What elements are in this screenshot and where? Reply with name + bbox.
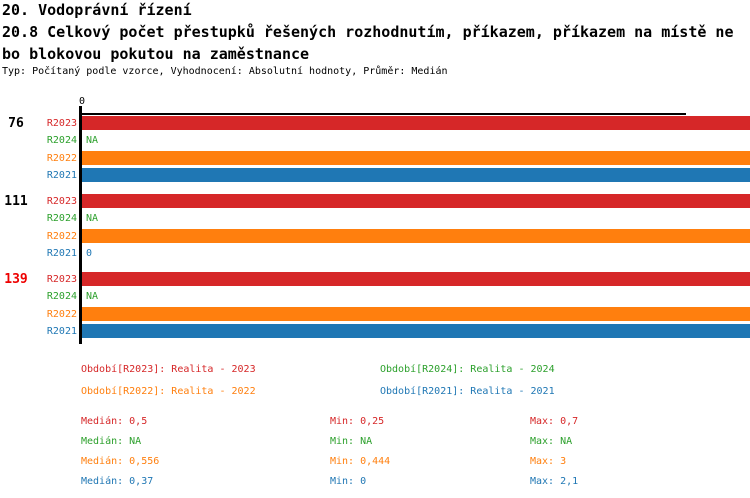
legend-item-r2022: Období[R2022]: Realita - 2022 [81,386,256,397]
bar-r2022 [82,229,750,243]
stats-row-r2024: Medián: NA Min: NA Max: NA [0,435,750,449]
stat-median: Medián: NA [81,436,142,447]
series-label-r2024: R2024 [46,135,77,146]
stat-max: Max: 3 [530,456,567,467]
series-label-r2022: R2022 [46,153,77,164]
series-label-r2022: R2022 [46,309,77,320]
section-title: 20. Vodoprávní řízení [2,1,192,19]
stat-median: Medián: 0,37 [81,476,154,487]
stat-max: Max: 2,1 [530,476,579,487]
value-label-r2021: 0 [86,248,93,259]
stats-row-r2022: Medián: 0,556 Min: 0,444 Max: 3 [0,455,750,469]
series-label-r2021: R2021 [46,326,77,337]
value-label-r2024: NA [86,291,99,302]
stat-min: Min: 0 [330,476,367,487]
stat-max: Max: NA [530,436,573,447]
bar-r2022 [82,151,750,165]
y-axis-line [79,106,82,344]
indicator-title-line1: 20.8 Celkový počet přestupků řešených ro… [2,23,734,41]
series-label-r2023: R2023 [46,274,77,285]
group-label-139: 139 [4,272,28,287]
indicator-title-line2: bo blokovou pokutou na zaměstnance [2,45,310,63]
value-label-r2024: NA [86,213,99,224]
stat-max: Max: 0,7 [530,416,579,427]
series-label-r2023: R2023 [46,118,77,129]
bar-r2023 [82,272,750,286]
stat-min: Min: 0,444 [330,456,391,467]
x-axis-line [79,113,686,115]
bar-r2021 [82,168,750,182]
stats-row-r2021: Medián: 0,37 Min: 0 Max: 2,1 [0,475,750,489]
legend-item-r2024: Období[R2024]: Realita - 2024 [380,364,555,375]
series-label-r2022: R2022 [46,231,77,242]
group-label-111: 111 [4,194,28,209]
legend-item-r2023: Období[R2023]: Realita - 2023 [81,364,256,375]
group-label-76: 76 [8,116,24,131]
x-axis-zero-label: 0 [78,96,86,107]
bar-r2023 [82,194,750,208]
bar-r2022 [82,307,750,321]
stat-min: Min: 0,25 [330,416,385,427]
bar-r2023 [82,116,750,130]
series-label-r2024: R2024 [46,213,77,224]
stat-median: Medián: 0,5 [81,416,148,427]
stats-row-r2023: Medián: 0,5 Min: 0,25 Max: 0,7 [0,415,750,429]
series-label-r2024: R2024 [46,291,77,302]
bar-r2021 [82,324,750,338]
series-label-r2021: R2021 [46,170,77,181]
value-label-r2024: NA [86,135,99,146]
chart-meta: Typ: Počítaný podle vzorce, Vyhodnocení:… [2,66,448,77]
series-label-r2021: R2021 [46,248,77,259]
stat-median: Medián: 0,556 [81,456,160,467]
series-label-r2023: R2023 [46,196,77,207]
legend-item-r2021: Období[R2021]: Realita - 2021 [380,386,555,397]
stat-min: Min: NA [330,436,373,447]
